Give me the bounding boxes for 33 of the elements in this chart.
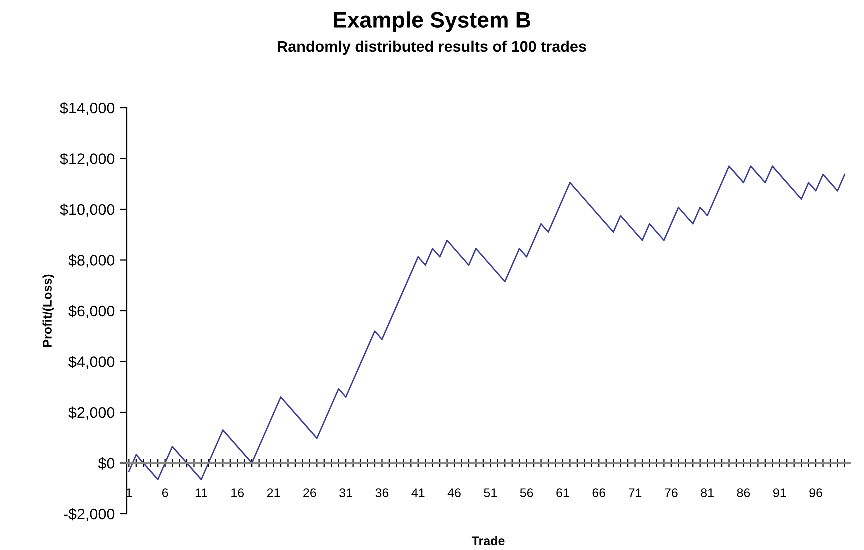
x-tick-label: 16 [232,488,244,498]
x-tick-label: 56 [520,488,534,498]
line-series [128,166,846,480]
x-tick-label: 46 [448,488,461,498]
x-tick-label: 41 [412,488,425,498]
x-tick-label: 76 [665,488,678,498]
x-tick-label: 86 [737,488,750,498]
x-tick-label: 61 [556,488,570,498]
y-tick-label: $10,000 [60,204,115,217]
x-tick-label: 71 [628,488,642,498]
x-tick-label: 81 [701,488,714,498]
x-tick-label: 21 [267,488,280,498]
x-tick-label: 66 [592,488,606,498]
x-tick-label: 26 [304,488,316,498]
y-tick-label: $6,000 [68,305,115,318]
y-tick-label: $14,000 [60,102,115,116]
x-tick-label: 91 [774,488,786,498]
y-tick-label: $12,000 [60,152,115,166]
x-tick-label: 6 [162,488,168,498]
x-tick-label: 51 [484,488,498,498]
chart-subtitle: Randomly distributed results of 100 trades [278,40,586,56]
y-tick-label: $8,000 [68,254,115,268]
y-tick-label: $0 [98,457,115,470]
x-tick-label: 11 [196,488,208,498]
chart-title: Example System B [334,12,530,32]
y-tick-label: -$2,000 [64,508,115,522]
y-tick-label: $2,000 [68,406,115,420]
y-axis-title: Profit/(Loss) [42,274,54,347]
x-axis-title: Trade [472,536,505,546]
y-tick-label: $4,000 [68,356,115,370]
x-tick-label: 36 [376,488,389,498]
x-tick-label: 96 [810,488,822,498]
x-tick-label: 31 [340,488,352,498]
